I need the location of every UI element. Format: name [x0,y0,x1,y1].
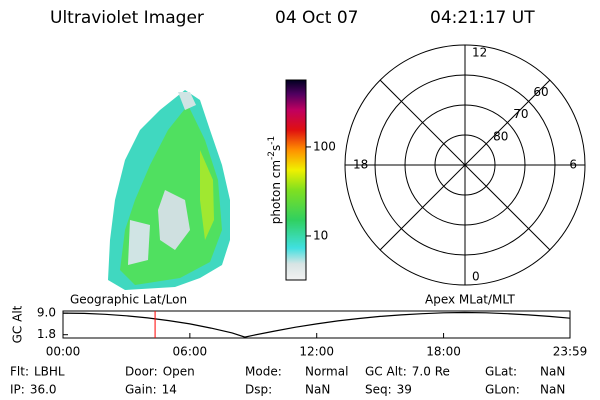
right-label: Apex MLat/MLT [425,293,515,307]
auroral-image [108,90,230,290]
field-label: Seq: [365,383,392,397]
field-value: Normal [305,365,348,379]
y-tick-label: 9.0 [37,306,56,320]
lat-label: 70 [513,107,528,121]
x-tick-label: 23:59 [553,345,588,359]
footer: Flt: LBHL Door: Open Mode: Normal GC Alt: 7.0 R… [10,365,565,397]
y-axis-label: GC Alt [11,305,25,343]
field-value: Open [163,365,195,379]
colorbar-label-part: -1 [267,136,277,145]
field-value: LBHL [34,365,65,379]
x-tick-label: 00:00 [46,345,81,359]
mlt-label: 0 [472,270,480,284]
colorbar-tick-label: 100 [313,139,336,153]
y-tick-label: 1.8 [37,327,56,341]
field-label: Flt: [10,365,29,379]
colorbar-label-part: s [269,145,283,151]
colorbar-label-part: -2 [267,151,277,160]
field-label: GLat: [485,365,517,379]
lat-ring [404,104,526,226]
lat-ring [374,74,556,256]
field-label: GLon: [485,383,520,397]
field-value: 39 [397,383,412,397]
field-value: 7.0 Re [412,365,450,379]
x-tick-label: 12:00 [299,345,334,359]
field-value: NaN [305,383,330,397]
mlt-label: 18 [353,158,368,172]
field-value: 36.0 [30,383,57,397]
title: Ultraviolet Imager [50,8,204,28]
colorbar-label-part: photon cm [269,160,283,224]
field-value: 14 [162,383,177,397]
field-value: NaN [540,383,565,397]
mlt-label: 6 [569,158,577,172]
x-tick-label: 06:00 [173,345,208,359]
date: 04 Oct 07 [275,8,358,28]
field-label: IP: [10,383,25,397]
lat-label: 60 [533,85,548,99]
field-label: Mode: [245,365,282,379]
x-tick-label: 18:00 [426,345,461,359]
field-label: GC Alt: [365,365,407,379]
colorbar [286,80,306,280]
time: 04:21:17 UT [430,8,535,28]
altitude-strip: GC Alt Geographic Lat/Lon Apex MLat/MLT 9.0… [11,293,588,359]
mlt-label: 12 [472,46,487,60]
axis-line [379,79,551,251]
left-label: Geographic Lat/Lon [70,293,187,307]
lat-ring [434,134,496,196]
field-label: Dsp: [245,383,272,397]
field-label: Gain: [125,383,157,397]
field-label: Door: [125,365,158,379]
colorbar-label: photon cm-2s-1 [267,136,283,225]
lat-label: 80 [493,129,508,143]
colorbar-frame [285,79,307,281]
altitude-line [62,311,571,338]
field-value: NaN [540,365,565,379]
colorbar-tick-label: 10 [313,228,328,242]
colorbar-axis: 10 100 photon cm-2s-1 [267,79,336,281]
